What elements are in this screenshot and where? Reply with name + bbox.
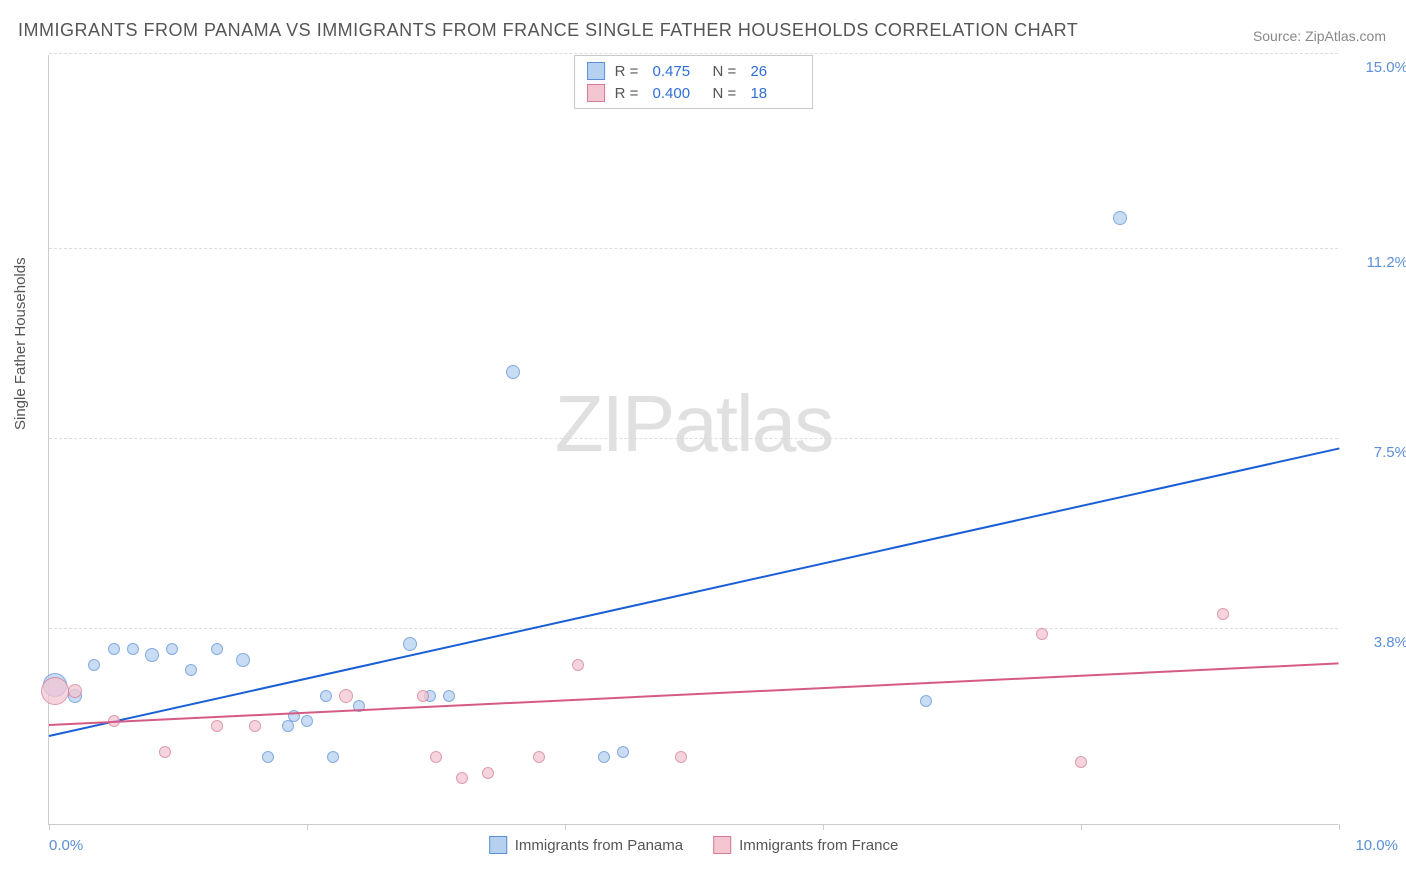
x-axis-min-label: 0.0% [49, 837, 83, 854]
y-axis-label: Single Father Households [12, 257, 29, 430]
n-label: N = [713, 85, 741, 102]
scatter-point [68, 684, 82, 698]
r-label: R = [615, 63, 643, 80]
scatter-point [1075, 756, 1087, 768]
scatter-point [339, 689, 353, 703]
scatter-point [572, 659, 584, 671]
r-value: 0.475 [653, 63, 703, 80]
x-tick [1339, 824, 1340, 830]
scatter-point [262, 751, 274, 763]
scatter-point [145, 648, 159, 662]
scatter-point [236, 653, 250, 667]
r-label: R = [615, 85, 643, 102]
n-value: 26 [750, 63, 800, 80]
scatter-point [108, 643, 120, 655]
scatter-point [211, 643, 223, 655]
n-value: 18 [750, 85, 800, 102]
legend-swatch-icon [713, 836, 731, 854]
scatter-point [127, 643, 139, 655]
scatter-point [403, 637, 417, 651]
series-legend: Immigrants from Panama Immigrants from Fr… [489, 836, 899, 854]
scatter-point [282, 720, 294, 732]
legend-series-item: Immigrants from France [713, 836, 898, 854]
legend-swatch-icon [489, 836, 507, 854]
chart-title: IMMIGRANTS FROM PANAMA VS IMMIGRANTS FRO… [18, 20, 1078, 41]
source-attribution: Source: ZipAtlas.com [1253, 28, 1386, 44]
scatter-point [920, 695, 932, 707]
y-tick-label: 15.0% [1348, 59, 1406, 76]
gridline [49, 438, 1338, 439]
scatter-point [327, 751, 339, 763]
scatter-point [41, 677, 69, 705]
legend-stat-row: R = 0.400 N = 18 [587, 82, 801, 104]
scatter-point [320, 690, 332, 702]
y-tick-label: 11.2% [1348, 254, 1406, 271]
watermark-zip: ZIP [555, 379, 673, 468]
scatter-point [533, 751, 545, 763]
scatter-point [301, 715, 313, 727]
scatter-point [506, 365, 520, 379]
r-value: 0.400 [653, 85, 703, 102]
watermark-text: ZIPatlas [555, 378, 832, 470]
legend-series-item: Immigrants from Panama [489, 836, 683, 854]
scatter-point [675, 751, 687, 763]
scatter-point [1113, 211, 1127, 225]
scatter-point [417, 690, 429, 702]
legend-swatch-icon [587, 62, 605, 80]
scatter-point [159, 746, 171, 758]
scatter-point [482, 767, 494, 779]
y-tick-label: 3.8% [1348, 634, 1406, 651]
legend-series-label: Immigrants from France [739, 837, 898, 854]
scatter-point [598, 751, 610, 763]
x-tick [49, 824, 50, 830]
x-tick [565, 824, 566, 830]
chart-plot-area: ZIPatlas R = 0.475N = 26R = 0.400N = 18 … [48, 55, 1338, 825]
scatter-point [166, 643, 178, 655]
y-tick-label: 7.5% [1348, 444, 1406, 461]
x-tick [307, 824, 308, 830]
legend-swatch-icon [587, 84, 605, 102]
legend-stat-row: R = 0.475 N = 26 [587, 60, 801, 82]
x-tick [823, 824, 824, 830]
scatter-point [185, 664, 197, 676]
scatter-point [430, 751, 442, 763]
legend-series-label: Immigrants from Panama [515, 837, 683, 854]
n-label: N = [713, 63, 741, 80]
scatter-point [1036, 628, 1048, 640]
scatter-point [88, 659, 100, 671]
scatter-point [443, 690, 455, 702]
gridline [49, 628, 1338, 629]
scatter-point [249, 720, 261, 732]
watermark-atlas: atlas [673, 379, 832, 468]
scatter-point [617, 746, 629, 758]
scatter-point [1217, 608, 1229, 620]
x-tick [1081, 824, 1082, 830]
trend-line [49, 663, 1339, 727]
scatter-point [456, 772, 468, 784]
gridline [49, 248, 1338, 249]
correlation-legend: R = 0.475 N = 26 R = 0.400 N = 18 [574, 55, 814, 109]
x-axis-max-label: 10.0% [1355, 837, 1398, 854]
gridline [49, 53, 1338, 54]
scatter-point [211, 720, 223, 732]
